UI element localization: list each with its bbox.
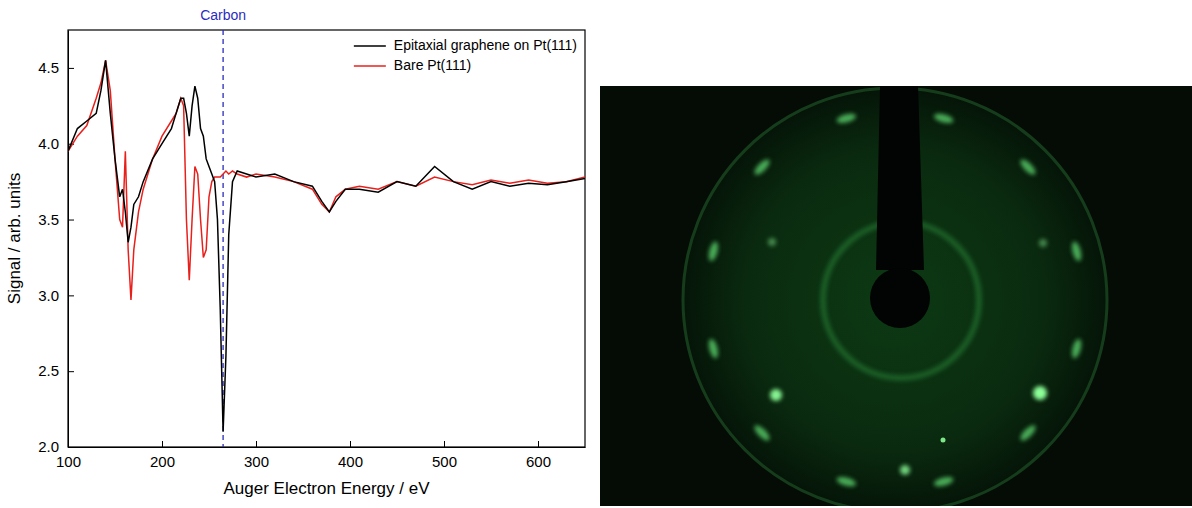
leed-substrate-spot bbox=[1039, 239, 1047, 247]
leed-photo bbox=[600, 86, 1192, 506]
y-tick: 3.5 bbox=[38, 211, 74, 228]
leed-graphene-spot bbox=[752, 423, 772, 443]
plot-area bbox=[68, 30, 585, 447]
y-axis-title: Signal / arb. units bbox=[5, 173, 24, 304]
leed-graphene-spot bbox=[1070, 241, 1083, 262]
x-tick-mark bbox=[162, 441, 163, 447]
y-tick-label: 4.5 bbox=[38, 59, 59, 76]
leed-graphene-spot bbox=[707, 338, 720, 359]
y-tick-mark bbox=[68, 68, 74, 69]
leed-substrate-spot bbox=[770, 389, 782, 401]
y-tick-label: 4.0 bbox=[38, 135, 59, 152]
y-tick-mark bbox=[68, 295, 74, 296]
x-tick-label: 100 bbox=[56, 453, 81, 470]
electron-gun-hole bbox=[870, 268, 930, 328]
y-tick-mark bbox=[68, 447, 74, 448]
plot-frame bbox=[68, 30, 585, 447]
y-tick-label: 3.0 bbox=[38, 287, 59, 304]
x-tick: 500 bbox=[432, 441, 457, 470]
leed-substrate-spot bbox=[900, 465, 910, 475]
x-tick: 400 bbox=[338, 441, 363, 470]
x-axis-title: Auger Electron Energy / eV bbox=[223, 479, 430, 498]
y-tick: 2.0 bbox=[38, 438, 74, 455]
x-tick-mark bbox=[444, 441, 445, 447]
leed-graphene-spot bbox=[836, 112, 857, 125]
legend-swatch bbox=[354, 45, 386, 47]
x-tick: 600 bbox=[526, 441, 551, 470]
leed-graphene-spot bbox=[1018, 423, 1038, 443]
x-tick-label: 600 bbox=[526, 453, 551, 470]
y-tick: 2.5 bbox=[38, 362, 74, 379]
legend-swatch bbox=[354, 65, 386, 67]
x-tick-label: 200 bbox=[150, 453, 175, 470]
y-tick-mark bbox=[68, 371, 74, 372]
chart-root: 100 200 300 400 500 600 2.0 2.5 3.0 3.5 4.0 4.5 Auge… bbox=[0, 0, 1192, 508]
legend-label: Epitaxial graphene on Pt(111) bbox=[394, 37, 577, 53]
legend: Epitaxial graphene on Pt(111) Bare Pt(111… bbox=[354, 37, 577, 73]
leed-graphene-spot bbox=[933, 475, 954, 488]
leed-graphene-spot bbox=[752, 157, 772, 177]
y-tick: 4.5 bbox=[38, 59, 74, 76]
x-tick-label: 400 bbox=[338, 453, 363, 470]
legend-label: Bare Pt(111) bbox=[394, 57, 471, 73]
y-axis: 2.0 2.5 3.0 3.5 4.0 4.5 bbox=[38, 31, 74, 456]
x-tick-mark bbox=[256, 441, 257, 447]
y-axis-line bbox=[68, 31, 69, 448]
annotation-label: Carbon bbox=[200, 7, 246, 23]
leed-substrate-spot bbox=[768, 238, 776, 246]
leed-graphene-spot bbox=[1018, 157, 1038, 177]
x-tick-mark bbox=[538, 441, 539, 447]
y-tick-label: 3.5 bbox=[38, 211, 59, 228]
x-tick-label: 300 bbox=[244, 453, 269, 470]
y-tick-label: 2.0 bbox=[38, 438, 59, 455]
leed-substrate-spot bbox=[1033, 386, 1047, 400]
leed-graphene-spot bbox=[836, 475, 857, 488]
y-tick: 3.0 bbox=[38, 287, 74, 304]
x-axis-line bbox=[69, 447, 586, 448]
x-axis: 100 200 300 400 500 600 bbox=[56, 441, 586, 470]
x-tick-mark bbox=[350, 441, 351, 447]
x-tick: 300 bbox=[244, 441, 269, 470]
x-tick: 200 bbox=[150, 441, 175, 470]
leed-graphene-spot bbox=[707, 241, 720, 262]
electron-gun bbox=[876, 86, 924, 270]
y-tick-label: 2.5 bbox=[38, 362, 59, 379]
series-line bbox=[68, 60, 585, 300]
leed-graphene-spot bbox=[1070, 338, 1083, 359]
x-tick-label: 500 bbox=[432, 453, 457, 470]
series-line bbox=[68, 60, 585, 432]
leed-center-spot bbox=[941, 438, 946, 443]
leed-graphene-spot bbox=[933, 112, 954, 125]
y-tick-mark bbox=[68, 220, 74, 221]
